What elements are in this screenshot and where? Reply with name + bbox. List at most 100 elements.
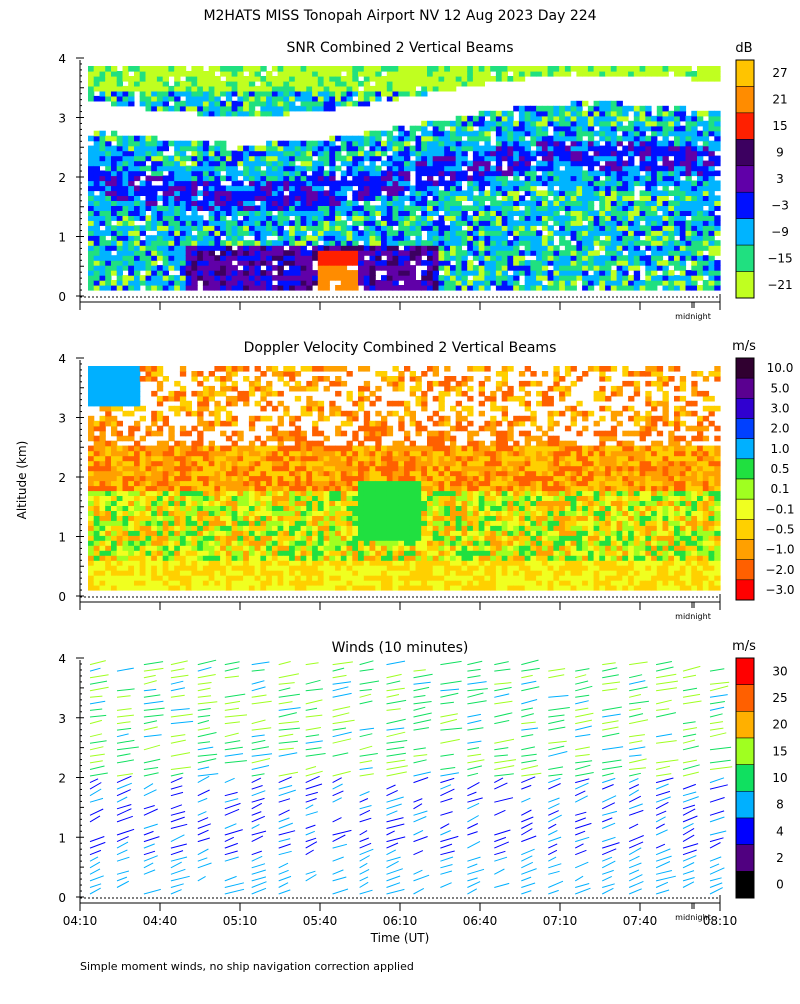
y-tick-label: 0 bbox=[58, 290, 66, 304]
panel-1: SNR Combined 2 Vertical Beams 0 1 2 3 4 midnig… bbox=[58, 40, 792, 321]
colorbar-label: 27 bbox=[772, 66, 787, 80]
y-tick-label: 3 bbox=[58, 412, 66, 426]
midnight-label: midnight bbox=[675, 312, 711, 321]
colorbar-label: −9 bbox=[771, 225, 789, 239]
x-tick-label: 04:40 bbox=[143, 914, 178, 928]
y-tick-label: 4 bbox=[58, 352, 66, 366]
x-tick-label: 05:10 bbox=[223, 914, 258, 928]
colorbar-label: 15 bbox=[772, 119, 787, 133]
colorbar-swatch bbox=[736, 580, 754, 600]
colorbar-swatch bbox=[736, 272, 754, 298]
y-tick-label: 2 bbox=[58, 471, 66, 485]
y-tick-label: 1 bbox=[58, 831, 66, 845]
x-axis-label: Time (UT) bbox=[370, 931, 430, 945]
colorbar-swatch bbox=[736, 60, 754, 86]
x-tick-label: 06:10 bbox=[383, 914, 418, 928]
panel-title: Doppler Velocity Combined 2 Vertical Bea… bbox=[244, 340, 557, 356]
colorbar-label: 2 bbox=[776, 851, 784, 865]
colorbar-label: 15 bbox=[772, 744, 787, 758]
x-tick-label: 07:10 bbox=[543, 914, 578, 928]
colorbar-swatch bbox=[736, 378, 754, 398]
colorbar-label: 10 bbox=[772, 771, 787, 785]
colorbar-swatch bbox=[736, 738, 754, 765]
colorbar-swatch bbox=[736, 139, 754, 165]
colorbar-swatch bbox=[736, 845, 754, 872]
y-tick-label: 1 bbox=[58, 531, 66, 545]
colorbar-label: −2.0 bbox=[765, 563, 794, 577]
colorbar-label: 9 bbox=[776, 146, 784, 160]
colorbar-swatch bbox=[736, 685, 754, 712]
colorbar-label: −3 bbox=[771, 198, 789, 212]
colorbar-swatch bbox=[736, 245, 754, 271]
colorbar-unit: m/s bbox=[732, 339, 756, 354]
colorbar-swatch bbox=[736, 519, 754, 539]
colorbar-label: 2.0 bbox=[770, 422, 789, 436]
panel-title: Winds (10 minutes) bbox=[332, 640, 469, 656]
colorbar-label: 3.0 bbox=[770, 401, 789, 415]
colorbar-label: −0.5 bbox=[765, 522, 794, 536]
colorbar-label: 25 bbox=[772, 691, 787, 705]
colorbar-label: −3.0 bbox=[765, 583, 794, 597]
colorbar-swatch bbox=[736, 711, 754, 738]
y-axis-label: Altitude (km) bbox=[15, 441, 29, 520]
colorbar-swatch bbox=[736, 560, 754, 580]
y-tick-label: 0 bbox=[58, 590, 66, 604]
panel-2: Doppler Velocity Combined 2 Vertical Bea… bbox=[58, 339, 794, 621]
colorbar-label: 1.0 bbox=[770, 442, 789, 456]
y-tick-label: 4 bbox=[58, 652, 66, 666]
colorbar-swatch bbox=[736, 479, 754, 499]
colorbar: dB 27 21 15 9 3 −3 −9 −15 −21 bbox=[735, 41, 792, 298]
colorbar-swatch bbox=[736, 113, 754, 139]
y-tick-label: 3 bbox=[58, 112, 66, 126]
colorbar-label: 3 bbox=[776, 172, 784, 186]
colorbar-swatch bbox=[736, 499, 754, 519]
colorbar-swatch bbox=[736, 86, 754, 112]
y-tick-label: 2 bbox=[58, 772, 66, 786]
colorbar-swatch bbox=[736, 398, 754, 418]
y-tick-label: 2 bbox=[58, 171, 66, 185]
colorbar-swatch bbox=[736, 871, 754, 898]
colorbar-swatch bbox=[736, 765, 754, 792]
colorbar-swatch bbox=[736, 459, 754, 479]
plot-area bbox=[88, 66, 721, 291]
x-tick-label: 06:40 bbox=[463, 914, 498, 928]
colorbar-swatch bbox=[736, 818, 754, 845]
colorbar-label: 0.5 bbox=[770, 462, 789, 476]
colorbar-label: 4 bbox=[776, 824, 784, 838]
colorbar-swatch bbox=[736, 419, 754, 439]
plot-area bbox=[88, 366, 721, 591]
colorbar-label: −0.1 bbox=[765, 502, 794, 516]
colorbar-unit: m/s bbox=[732, 639, 756, 654]
x-tick-label: 08:10 bbox=[703, 914, 738, 928]
x-tick-label: 05:40 bbox=[303, 914, 338, 928]
colorbar-swatch bbox=[736, 192, 754, 218]
y-tick-label: 0 bbox=[58, 891, 66, 905]
colorbar-swatch bbox=[736, 439, 754, 459]
colorbar-swatch bbox=[736, 540, 754, 560]
colorbar-label: 5.0 bbox=[770, 381, 789, 395]
panel-title: SNR Combined 2 Vertical Beams bbox=[286, 40, 513, 56]
y-tick-label: 4 bbox=[58, 52, 66, 66]
midnight-label: midnight bbox=[675, 612, 711, 621]
colorbar-swatch bbox=[736, 166, 754, 192]
colorbar-label: −15 bbox=[767, 251, 792, 265]
colorbar-swatch bbox=[736, 658, 754, 685]
colorbar-label: 8 bbox=[776, 798, 784, 812]
y-tick-label: 1 bbox=[58, 231, 66, 245]
colorbar-label: −1.0 bbox=[765, 543, 794, 557]
colorbar-unit: dB bbox=[735, 41, 752, 56]
colorbar-swatch bbox=[736, 219, 754, 245]
colorbar-label: 30 bbox=[772, 664, 787, 678]
figure-title: M2HATS MISS Tonopah Airport NV 12 Aug 20… bbox=[203, 8, 596, 24]
colorbar-label: 0.1 bbox=[770, 482, 789, 496]
y-tick-label: 3 bbox=[58, 712, 66, 726]
colorbar: m/s 10.0 5.0 3.0 2.0 1.0 0.5 0.1 −0.1 −0.5 −1.0 −2.… bbox=[732, 339, 794, 600]
colorbar-label: 21 bbox=[772, 93, 787, 107]
colorbar-swatch bbox=[736, 791, 754, 818]
colorbar-label: 0 bbox=[776, 878, 784, 892]
colorbar-label: 10.0 bbox=[767, 361, 794, 375]
colorbar-label: −21 bbox=[767, 278, 792, 292]
